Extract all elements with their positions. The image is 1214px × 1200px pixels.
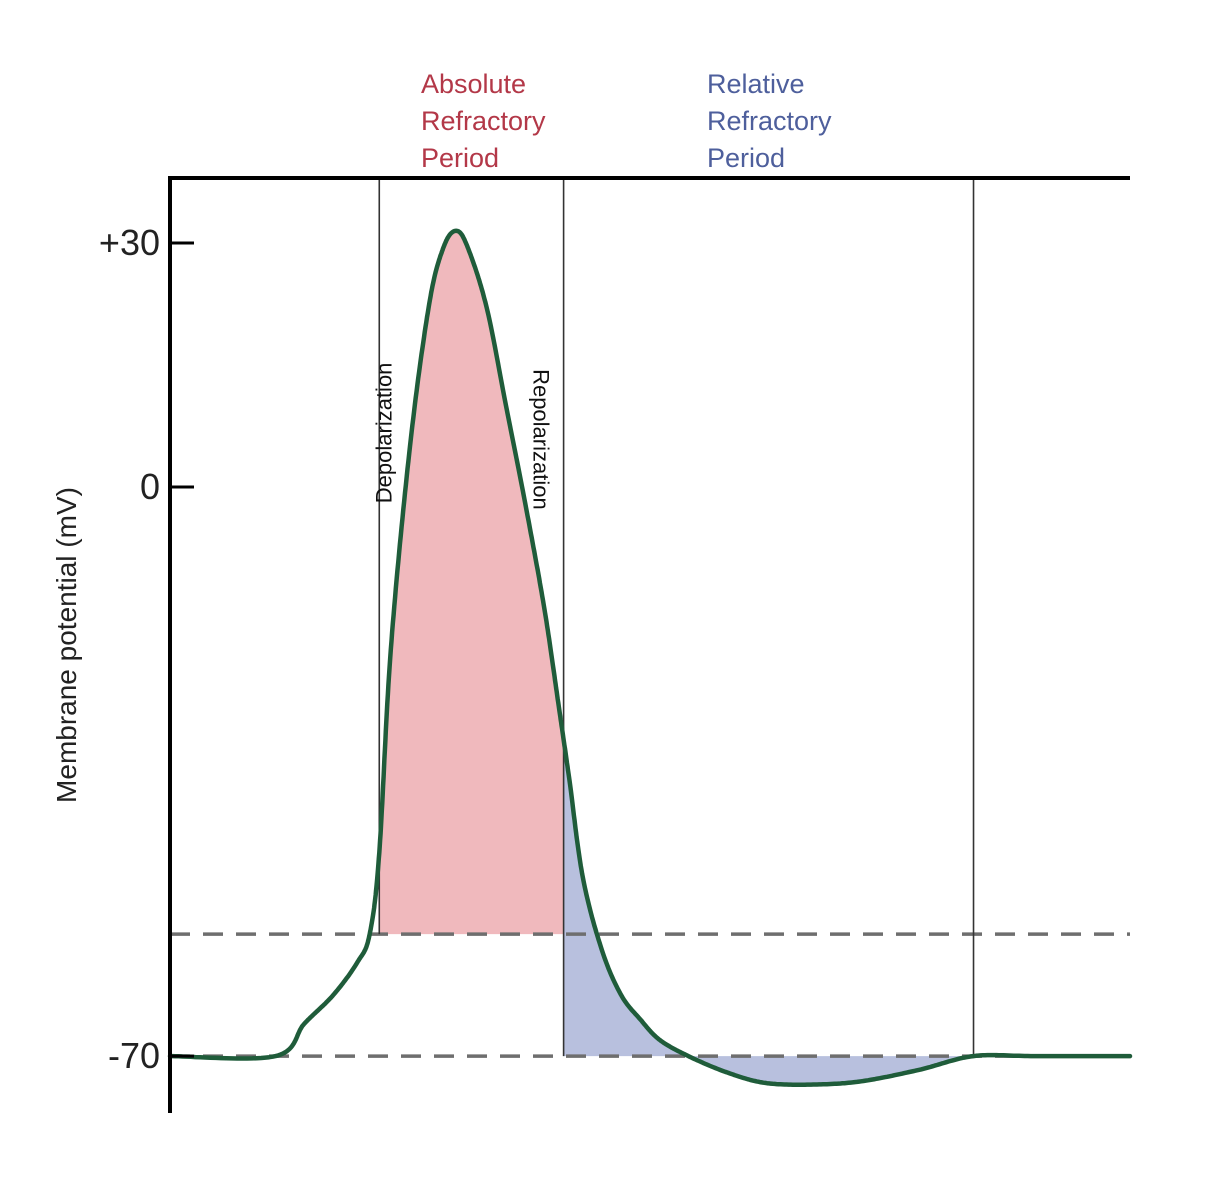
absolute-refractory-fill	[379, 230, 564, 935]
relative-refractory-fill-lower	[688, 1056, 974, 1085]
y-axis-label: Membrane potential (mV)	[51, 487, 82, 803]
relative-refractory-period-label: Relative Refractory Period	[707, 69, 832, 173]
depolarization-label: Depolarization	[371, 363, 396, 504]
y-tick-label: 0	[140, 466, 160, 507]
y-tick-label: +30	[99, 222, 160, 263]
membrane-potential-trace	[167, 228, 1133, 1087]
absolute-refractory-period-label: Absolute Refractory Period	[421, 69, 546, 173]
y-tick-label: -70	[108, 1035, 160, 1076]
repolarization-label: Repolarization	[529, 369, 554, 510]
relative-refractory-fill-upper	[563, 740, 689, 1057]
